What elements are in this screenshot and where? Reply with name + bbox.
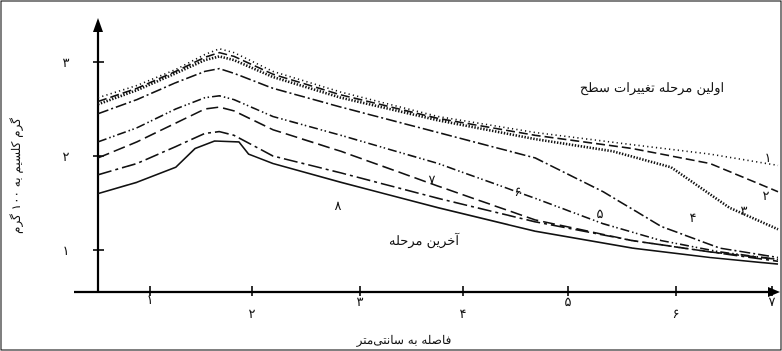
series-label: ۴	[690, 211, 697, 226]
series-label: ۸	[335, 199, 342, 214]
y-tick-label: ۳	[63, 56, 70, 71]
annotation-last-stage: آخرین مرحله	[389, 232, 460, 249]
series-line	[97, 95, 779, 261]
series-line	[97, 47, 779, 167]
x-axis-label: فاصله به سانتی‌متر	[356, 333, 452, 347]
series-label: ۵	[597, 207, 604, 222]
x-tick-label: ۲	[249, 307, 256, 322]
chart-axes	[74, 18, 780, 297]
y-tick-label: ۲	[63, 150, 70, 165]
series-label: ۶	[515, 185, 522, 200]
series-label: ۳	[741, 204, 748, 219]
x-tick-label: ۳	[357, 295, 364, 310]
series-line	[97, 51, 779, 193]
x-tick-label: ۵	[565, 295, 572, 310]
series-line	[97, 130, 779, 263]
y-axis-arrow	[93, 18, 103, 32]
series-line	[97, 67, 779, 259]
x-tick-label: ۴	[460, 307, 467, 322]
annotation-first-stage: اولین مرحله تغییرات سطح	[580, 81, 724, 96]
series-label: ۱	[765, 151, 772, 166]
series-label: ۷	[429, 173, 436, 188]
series-line	[97, 140, 779, 265]
x-axis-arrow	[768, 287, 780, 297]
y-axis-label: گرم کلسیم به ۱۰۰ گرم	[9, 118, 23, 234]
chart-series-group	[97, 47, 779, 265]
x-tick-label: ۱	[147, 293, 154, 308]
y-tick-label: ۱	[63, 244, 70, 259]
series-label: ۲	[763, 189, 770, 204]
x-tick-label: ۷	[769, 295, 776, 310]
x-tick-label: ۶	[673, 307, 680, 322]
